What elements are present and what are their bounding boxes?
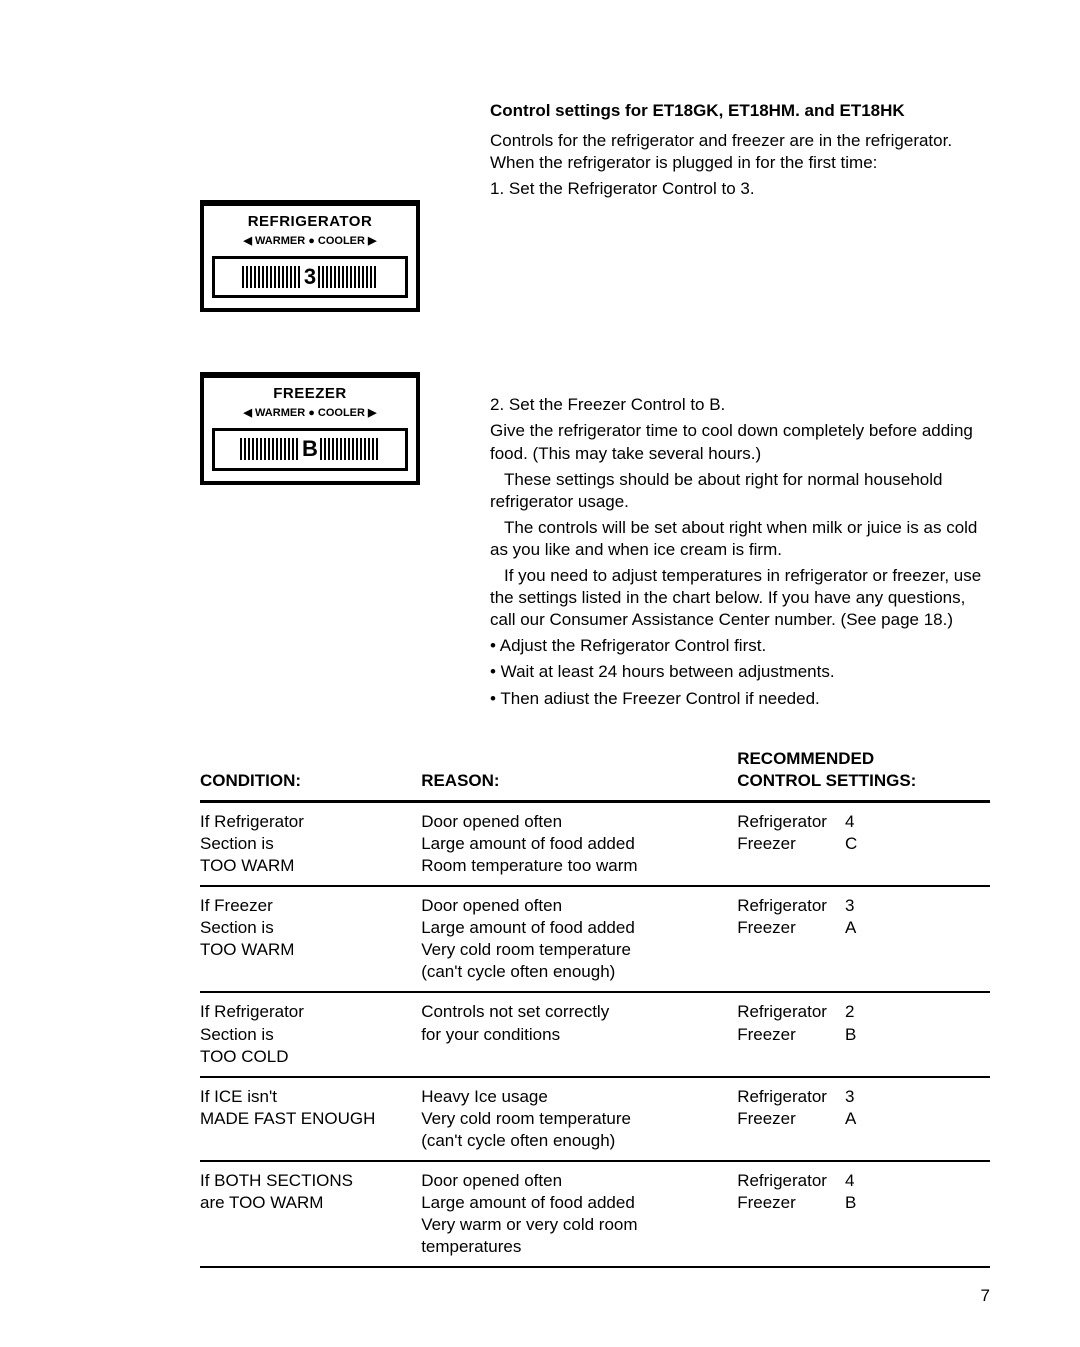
refrigerator-control-sublabel: ◀ WARMER ● COOLER ▶ [212, 234, 408, 248]
header-settings: RECOMMENDED CONTROL SETTINGS: [737, 744, 990, 802]
freezer-dial-value: B [302, 435, 318, 464]
bullet-2: • Wait at least 24 hours between adjustm… [490, 661, 990, 683]
refrigerator-dial: 3 [212, 256, 408, 299]
bullet-3: • Then adiust the Freezer Control if nee… [490, 688, 990, 710]
settings-cell: RefrigeratorFreezer3A [737, 1077, 990, 1161]
table-row: If RefrigeratorSection isTOO COLDControl… [200, 992, 990, 1076]
settings-table: CONDITION: REASON: RECOMMENDED CONTROL S… [200, 744, 990, 1269]
page-number: 7 [981, 1285, 990, 1307]
tick-marks-icon [320, 438, 380, 460]
diagrams-column: REFRIGERATOR ◀ WARMER ● COOLER ▶ 3 FREEZ… [200, 100, 450, 714]
header-reason: REASON: [421, 744, 737, 802]
reason-cell: Heavy Ice usageVery cold room temperatur… [421, 1077, 737, 1161]
paragraph-normal-usage: These settings should be about right for… [490, 469, 990, 513]
reason-cell: Controls not set correctlyfor your condi… [421, 992, 737, 1076]
instructions-column: Control settings for ET18GK, ET18HM. and… [490, 100, 990, 714]
tick-marks-icon [318, 266, 378, 288]
section-heading: Control settings for ET18GK, ET18HM. and… [490, 100, 990, 122]
paragraph-adjust: If you need to adjust temperatures in re… [490, 565, 990, 631]
reason-cell: Door opened oftenLarge amount of food ad… [421, 801, 737, 886]
paragraph-milk-juice: The controls will be set about right whe… [490, 517, 990, 561]
paragraph-cool-down: Give the refrigerator time to cool down … [490, 420, 990, 464]
bullet-1: • Adjust the Refrigerator Control first. [490, 635, 990, 657]
tick-marks-icon [242, 266, 302, 288]
reason-cell: Door opened oftenLarge amount of food ad… [421, 1161, 737, 1267]
freezer-control-title: FREEZER [212, 384, 408, 404]
tick-marks-icon [240, 438, 300, 460]
table-row: If ICE isn'tMADE FAST ENOUGHHeavy Ice us… [200, 1077, 990, 1161]
settings-cell: RefrigeratorFreezer4B [737, 1161, 990, 1267]
table-row: If BOTH SECTIONSare TOO WARMDoor opened … [200, 1161, 990, 1267]
reason-cell: Door opened oftenLarge amount of food ad… [421, 886, 737, 992]
freezer-control-diagram: FREEZER ◀ WARMER ● COOLER ▶ B [200, 372, 420, 484]
settings-table-wrap: CONDITION: REASON: RECOMMENDED CONTROL S… [200, 744, 990, 1269]
table-row: If RefrigeratorSection isTOO WARMDoor op… [200, 801, 990, 886]
settings-cell: RefrigeratorFreezer4C [737, 801, 990, 886]
settings-cell: RefrigeratorFreezer2B [737, 992, 990, 1076]
refrigerator-dial-value: 3 [304, 263, 316, 292]
settings-cell: RefrigeratorFreezer3A [737, 886, 990, 992]
header-condition: CONDITION: [200, 744, 421, 802]
condition-cell: If ICE isn'tMADE FAST ENOUGH [200, 1077, 421, 1161]
condition-cell: If BOTH SECTIONSare TOO WARM [200, 1161, 421, 1267]
condition-cell: If RefrigeratorSection isTOO COLD [200, 992, 421, 1076]
table-row: If FreezerSection isTOO WARMDoor opened … [200, 886, 990, 992]
freezer-dial: B [212, 428, 408, 471]
header-settings-top: RECOMMENDED [737, 749, 874, 768]
step-2: 2. Set the Freezer Control to B. [490, 394, 990, 416]
condition-cell: If RefrigeratorSection isTOO WARM [200, 801, 421, 886]
freezer-control-sublabel: ◀ WARMER ● COOLER ▶ [212, 406, 408, 420]
refrigerator-control-diagram: REFRIGERATOR ◀ WARMER ● COOLER ▶ 3 [200, 200, 420, 312]
refrigerator-control-title: REFRIGERATOR [212, 212, 408, 232]
header-settings-bottom: CONTROL SETTINGS: [737, 771, 916, 790]
condition-cell: If FreezerSection isTOO WARM [200, 886, 421, 992]
step-1: 1. Set the Refrigerator Control to 3. [490, 178, 990, 200]
intro-text: Controls for the refrigerator and freeze… [490, 130, 990, 174]
